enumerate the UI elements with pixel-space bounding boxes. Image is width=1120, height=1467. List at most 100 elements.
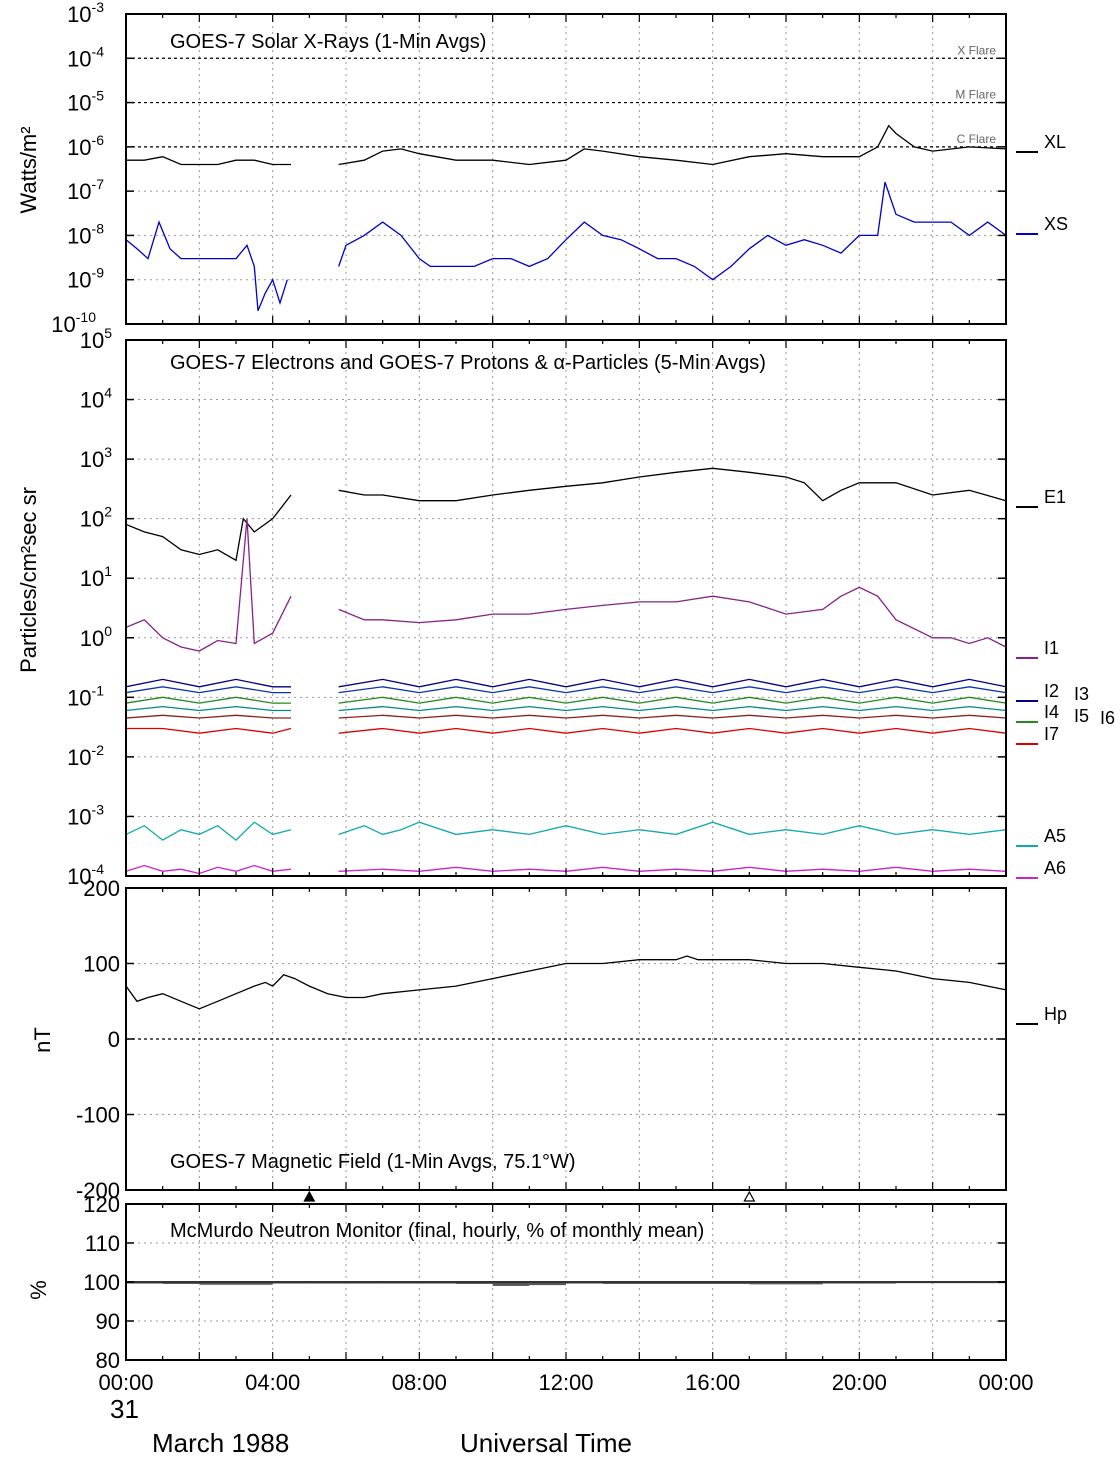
marker-filled-triangle [303,1190,316,1202]
neutron-bar [786,1282,823,1285]
ytick-label: 10-8 [67,220,104,248]
ytick-label: -200 [76,1178,120,1203]
legend-label-e1: E1 [1044,487,1066,507]
series-line-e1 [125,494,292,562]
panel-title-neutron: McMurdo Neutron Monitor (final, hourly, … [170,1220,704,1242]
neutron-bar [199,1282,236,1285]
series-line-xl [338,124,1007,166]
ylabel-particles: Particles/cm²sec sr [16,487,41,673]
series-line-a6 [338,866,1007,872]
date-month: March 1988 [152,1428,289,1458]
series-line-xs [125,220,288,311]
legend-label-i6: I6 [1100,708,1115,728]
flare-level-label: X Flare [957,43,996,57]
ytick-label: 110 [85,1231,120,1256]
x-axis-label: Universal Time [460,1428,632,1458]
ylabel-xray: Watts/m² [16,126,41,213]
panel-title-particles: GOES-7 Electrons and GOES-7 Protons & α-… [170,352,766,374]
legend-label-i7: I7 [1044,724,1059,744]
ytick-exponent: 5 [104,325,112,341]
ylabel-magnetic: nT [30,1027,55,1053]
ytick-label: 100 [83,1270,120,1295]
ytick-label: 100 [80,623,112,651]
xtick-label: 16:00 [685,1370,740,1395]
series-line-i3 [338,686,1007,694]
ytick-exponent: 3 [104,444,112,460]
ytick-label: 10-3 [67,801,104,829]
series-line-a6 [125,864,292,875]
legend-label-i4: I4 [1044,702,1059,722]
legend-label-i5: I5 [1074,706,1089,726]
series-line-i4 [338,696,1007,704]
ytick-exponent: -6 [92,132,105,148]
ytick-label: -100 [76,1103,120,1128]
ytick-label: 10-5 [67,88,104,116]
xtick-label: 08:00 [392,1370,447,1395]
legend-label-hp: Hp [1044,1004,1067,1024]
panel-frame [125,13,1007,325]
series-line-i7 [338,727,1007,734]
legend-label-i1: I1 [1044,638,1059,658]
data-layer: X Flare M Flare C Flare [125,43,1007,1286]
ylabel-neutron: % [26,1280,51,1300]
series-line-i2 [338,678,1007,688]
panel-frame [125,339,1007,877]
ytick-exponent: -1 [92,682,105,698]
series-line-xs [338,181,1007,281]
neutron-bar [236,1282,273,1285]
series-line-a5 [125,821,292,841]
series-line-i3 [125,686,291,694]
legend-label-i3: I3 [1074,684,1089,704]
ytick-label: 100 [83,952,120,977]
ytick-label: 101 [80,563,112,591]
ytick-label: 120 [83,1192,120,1217]
ytick-exponent: 4 [104,385,112,401]
ytick-exponent: -2 [92,742,105,758]
series-line-e1 [338,467,1007,502]
series-line-i6 [125,714,291,719]
ytick-label: 10-4 [67,43,104,71]
ytick-exponent: -3 [92,801,105,817]
ytick-label: 10-7 [67,176,104,204]
panel-title-magnetic: GOES-7 Magnetic Field (1-Min Avgs, 75.1°… [170,1151,576,1173]
series-line-i1 [338,586,1007,648]
ytick-exponent: 1 [104,563,112,579]
legend-label-a5: A5 [1044,826,1066,846]
legend-label-i2: I2 [1044,681,1059,701]
xtick-label: 20:00 [832,1370,887,1395]
xtick-label: 04:00 [245,1370,300,1395]
panel-title-xray: GOES-7 Solar X-Rays (1-Min Avgs) [170,31,486,53]
series-line-i5 [338,705,1007,712]
ytick-exponent: -4 [92,861,105,877]
series-line-i4 [125,696,291,704]
ytick-label: 103 [80,444,112,472]
ytick-exponent: -4 [92,43,105,59]
ytick-label: 102 [80,504,112,532]
ytick-label: 10-9 [67,265,104,293]
neutron-bar [492,1282,530,1286]
ytick-label: 200 [83,876,120,901]
ytick-exponent: -7 [92,176,105,192]
ytick-exponent: -3 [92,0,105,15]
ytick-label: 105 [80,325,112,353]
flare-level-label: C Flare [957,132,997,146]
text-layer: GOES-7 Solar X-Rays (1-Min Avgs) GOES-7 … [16,31,766,1458]
neutron-bar [749,1282,786,1285]
xtick-label: 12:00 [538,1370,593,1395]
series-line-i2 [125,678,291,688]
ytick-exponent: -5 [92,88,105,104]
ytick-exponent: -10 [76,309,96,325]
ytick-label: 10-1 [67,682,104,710]
ytick-exponent: -8 [92,220,105,236]
neutron-bar [529,1282,566,1286]
ytick-label: 90 [96,1309,120,1334]
series-line-i6 [338,714,1007,719]
series-line-xl [126,156,291,166]
series-line-a5 [338,821,1007,836]
series-line-i5 [125,705,291,712]
ytick-label: 10-6 [67,132,104,160]
ytick-exponent: 2 [104,504,112,520]
ytick-exponent: 0 [104,623,112,639]
legend-label-xs: XS [1044,214,1068,234]
